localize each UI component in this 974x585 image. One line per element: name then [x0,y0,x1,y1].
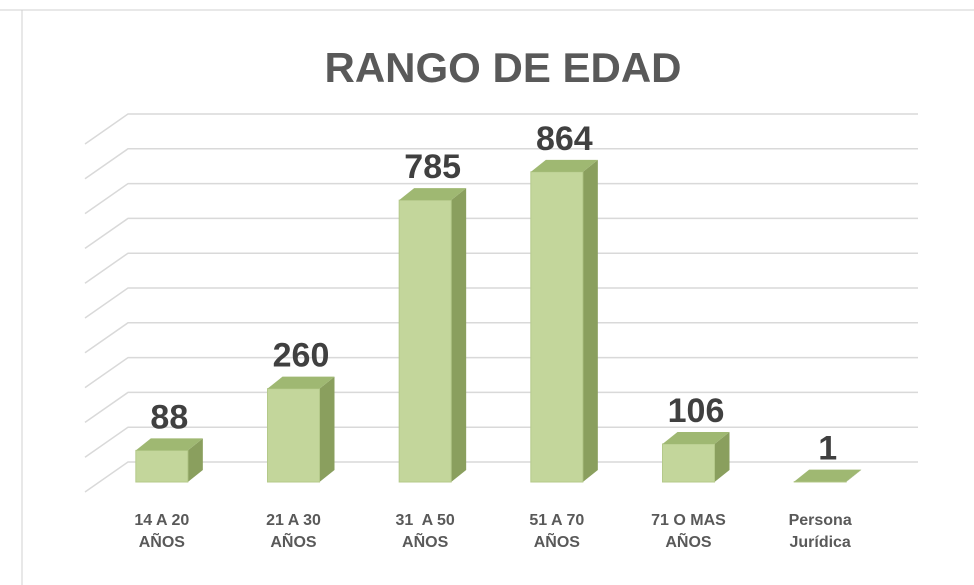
x-tick-label: 71 O MAS AÑOS [651,512,726,551]
bar [662,443,715,483]
grid-line [84,182,918,215]
grid-line [84,287,918,319]
grid-line [84,461,918,493]
chart-title: RANGO DE EDAD [324,44,681,91]
data-label: 88 [150,398,188,436]
data-label: 864 [536,120,593,158]
grid-line [84,148,918,180]
bar-side [187,438,203,482]
bar-top [662,431,730,444]
data-label: 260 [273,337,330,375]
bar [135,449,189,483]
bar [530,171,584,483]
grid-line [84,356,918,389]
x-tick-label: 14 A 20 AÑOS [134,512,190,551]
bar [398,199,452,483]
bar-top [399,188,467,201]
x-tick-label: 51 A 70 AÑOS [529,512,585,551]
grid-line [84,322,918,354]
bar-side [846,469,862,482]
bar-side [319,376,335,482]
grid-line [84,113,918,145]
bar-top [135,438,203,451]
grid-line [84,217,918,250]
grid-line [84,391,918,424]
bar [267,388,320,483]
bar-top [794,469,862,482]
bar-top [530,159,598,172]
bar-side [582,159,598,482]
x-tick-label: Persona Jurídica [788,512,852,551]
data-label: 106 [668,392,725,430]
grid-line [84,426,918,458]
x-tick-label: 21 A 30 AÑOS [266,512,321,551]
bar-top [267,376,335,389]
data-label: 785 [404,148,461,186]
grid-line [84,252,918,284]
bar-side [451,188,467,482]
data-label: 1 [818,430,837,468]
bar-side [714,431,730,482]
x-tick-label: 31 A 50 AÑOS [395,512,455,551]
